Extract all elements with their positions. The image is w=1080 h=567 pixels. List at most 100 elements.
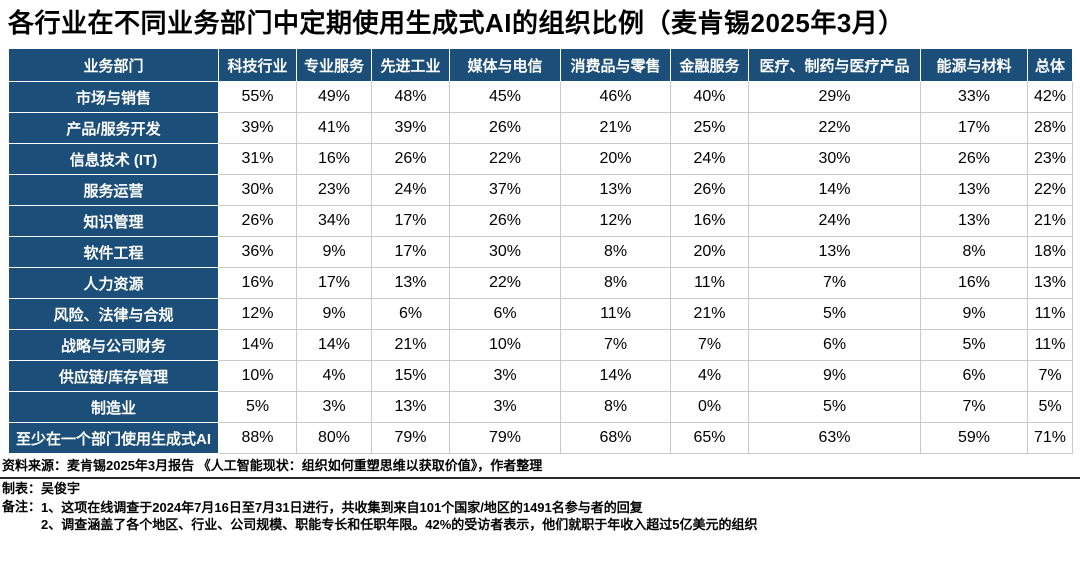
value-cell: 12% [560, 205, 671, 238]
value-cell: 26% [371, 143, 450, 176]
value-cell: 21% [670, 298, 749, 331]
value-cell: 13% [920, 205, 1028, 238]
value-cell: 13% [560, 174, 671, 207]
value-cell: 0% [670, 391, 749, 424]
value-cell: 4% [670, 360, 749, 393]
row-label: 知识管理 [8, 205, 219, 238]
value-cell: 28% [1027, 112, 1073, 145]
value-cell: 9% [296, 236, 372, 269]
value-cell: 21% [371, 329, 450, 362]
value-cell: 13% [371, 267, 450, 300]
value-cell: 4% [296, 360, 372, 393]
value-cell: 79% [371, 422, 450, 455]
value-cell: 30% [449, 236, 561, 269]
value-cell: 25% [670, 112, 749, 145]
value-cell: 3% [449, 360, 561, 393]
value-cell: 7% [560, 329, 671, 362]
value-cell: 3% [449, 391, 561, 424]
value-cell: 12% [218, 298, 297, 331]
table-row: 知识管理 26% 34% 17% 26% 12% 16% 24% 13% 21% [8, 205, 1073, 238]
table-row: 战略与公司财务 14% 14% 21% 10% 7% 7% 6% 5% 11% [8, 329, 1073, 362]
value-cell: 11% [1027, 298, 1073, 331]
value-cell: 16% [218, 267, 297, 300]
value-cell: 8% [920, 236, 1028, 269]
value-cell: 16% [296, 143, 372, 176]
value-cell: 16% [920, 267, 1028, 300]
value-cell: 9% [748, 360, 921, 393]
value-cell: 5% [920, 329, 1028, 362]
table-row: 至少在一个部门使用生成式AI 88% 80% 79% 79% 68% 65% 63% 59% 71… [8, 422, 1073, 455]
column-header: 媒体与电信 [449, 48, 561, 83]
value-cell: 18% [1027, 236, 1073, 269]
table-row: 软件工程 36% 9% 17% 30% 8% 20% 13% 8% 18% [8, 236, 1073, 269]
table-row: 供应链/库存管理 10% 4% 15% 3% 14% 4% 9% 6% 7% [8, 360, 1073, 393]
row-label: 人力资源 [8, 267, 219, 300]
value-cell: 26% [449, 112, 561, 145]
column-header: 总体 [1027, 48, 1073, 83]
column-header: 消费品与零售 [560, 48, 671, 83]
row-label: 风险、法律与合规 [8, 298, 219, 331]
value-cell: 9% [296, 298, 372, 331]
row-label: 软件工程 [8, 236, 219, 269]
value-cell: 59% [920, 422, 1028, 455]
value-cell: 49% [296, 81, 372, 114]
value-cell: 22% [748, 112, 921, 145]
value-cell: 16% [670, 205, 749, 238]
value-cell: 6% [449, 298, 561, 331]
value-cell: 11% [560, 298, 671, 331]
table-row: 产品/服务开发 39% 41% 39% 26% 21% 25% 22% 17% 28% [8, 112, 1073, 145]
row-label: 至少在一个部门使用生成式AI [8, 422, 219, 455]
value-cell: 65% [670, 422, 749, 455]
row-label: 战略与公司财务 [8, 329, 219, 362]
value-cell: 33% [920, 81, 1028, 114]
value-cell: 7% [920, 391, 1028, 424]
row-label: 服务运营 [8, 174, 219, 207]
row-label: 产品/服务开发 [8, 112, 219, 145]
value-cell: 5% [1027, 391, 1073, 424]
value-cell: 8% [560, 267, 671, 300]
value-cell: 8% [560, 391, 671, 424]
value-cell: 13% [1027, 267, 1073, 300]
note-line-2: 2、调查涵盖了各个地区、行业、公司规模、职能专长和任职年限。42%的受访者表示，… [41, 517, 758, 533]
value-cell: 17% [371, 236, 450, 269]
value-cell: 8% [560, 236, 671, 269]
value-cell: 46% [560, 81, 671, 114]
corner-header-cell: 业务部门 [8, 48, 219, 83]
value-cell: 79% [449, 422, 561, 455]
value-cell: 31% [218, 143, 297, 176]
value-cell: 10% [449, 329, 561, 362]
column-header: 科技行业 [218, 48, 297, 83]
value-cell: 17% [296, 267, 372, 300]
value-cell: 6% [920, 360, 1028, 393]
value-cell: 13% [748, 236, 921, 269]
value-cell: 6% [748, 329, 921, 362]
value-cell: 14% [748, 174, 921, 207]
value-cell: 6% [371, 298, 450, 331]
value-cell: 9% [920, 298, 1028, 331]
row-label: 信息技术 (IT) [8, 143, 219, 176]
column-header: 医疗、制药与医疗产品 [748, 48, 921, 83]
value-cell: 5% [748, 391, 921, 424]
value-cell: 55% [218, 81, 297, 114]
value-cell: 5% [218, 391, 297, 424]
value-cell: 3% [296, 391, 372, 424]
value-cell: 30% [748, 143, 921, 176]
value-cell: 11% [1027, 329, 1073, 362]
value-cell: 26% [670, 174, 749, 207]
value-cell: 7% [1027, 360, 1073, 393]
value-cell: 20% [670, 236, 749, 269]
value-cell: 26% [920, 143, 1028, 176]
value-cell: 17% [371, 205, 450, 238]
value-cell: 7% [670, 329, 749, 362]
table-header-row: 业务部门 科技行业 专业服务 先进工业 媒体与电信 消费品与零售 金融服务 医疗、制药与医疗… [8, 48, 1073, 83]
source-line: 资料来源：麦肯锡2025年3月报告 《人工智能现状：组织如何重塑思维以获取价值》… [0, 457, 1080, 480]
value-cell: 23% [1027, 143, 1073, 176]
value-cell: 15% [371, 360, 450, 393]
value-cell: 88% [218, 422, 297, 455]
table-row: 市场与销售 55% 49% 48% 45% 46% 40% 29% 33% 42% [8, 81, 1073, 114]
value-cell: 34% [296, 205, 372, 238]
value-cell: 30% [218, 174, 297, 207]
value-cell: 37% [449, 174, 561, 207]
value-cell: 80% [296, 422, 372, 455]
value-cell: 71% [1027, 422, 1073, 455]
